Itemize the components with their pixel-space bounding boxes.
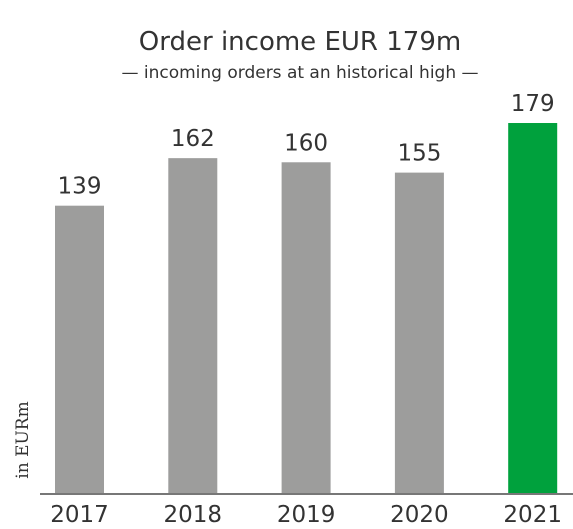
value-label: 155 [397, 141, 441, 167]
y-axis-label: in EURm [13, 401, 33, 478]
x-tick-label: 2021 [503, 502, 562, 528]
x-tick-label: 2018 [164, 502, 223, 528]
bar [394, 172, 444, 494]
bar [55, 205, 104, 493]
bar [168, 158, 218, 493]
x-tick-label: 2017 [50, 502, 109, 528]
value-label: 162 [171, 126, 215, 152]
chart-subtitle: — incoming orders at an historical high … [121, 63, 478, 83]
bar [508, 123, 558, 494]
bar [281, 162, 331, 493]
value-label: 139 [58, 174, 102, 200]
value-label: 179 [511, 91, 555, 117]
value-label: 160 [284, 130, 328, 156]
x-tick-label: 2020 [390, 502, 449, 528]
chart-title: Order income EUR 179m [139, 27, 461, 57]
x-tick-label: 2019 [277, 502, 336, 528]
